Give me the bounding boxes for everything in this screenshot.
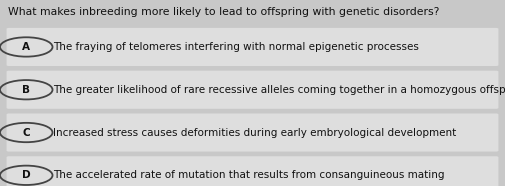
Text: The accelerated rate of mutation that results from consanguineous mating: The accelerated rate of mutation that re… [53,170,444,180]
FancyBboxPatch shape [7,28,498,66]
FancyBboxPatch shape [7,156,498,186]
Text: Increased stress causes deformities during early embryological development: Increased stress causes deformities duri… [53,128,457,137]
Text: B: B [22,85,30,95]
FancyBboxPatch shape [7,113,498,152]
Text: The fraying of telomeres interfering with normal epigenetic processes: The fraying of telomeres interfering wit… [53,42,419,52]
Text: A: A [22,42,30,52]
Text: What makes inbreeding more likely to lead to offspring with genetic disorders?: What makes inbreeding more likely to lea… [8,7,439,17]
Text: D: D [22,170,31,180]
Text: C: C [22,128,30,137]
Text: The greater likelihood of rare recessive alleles coming together in a homozygous: The greater likelihood of rare recessive… [53,85,505,95]
FancyBboxPatch shape [7,71,498,109]
